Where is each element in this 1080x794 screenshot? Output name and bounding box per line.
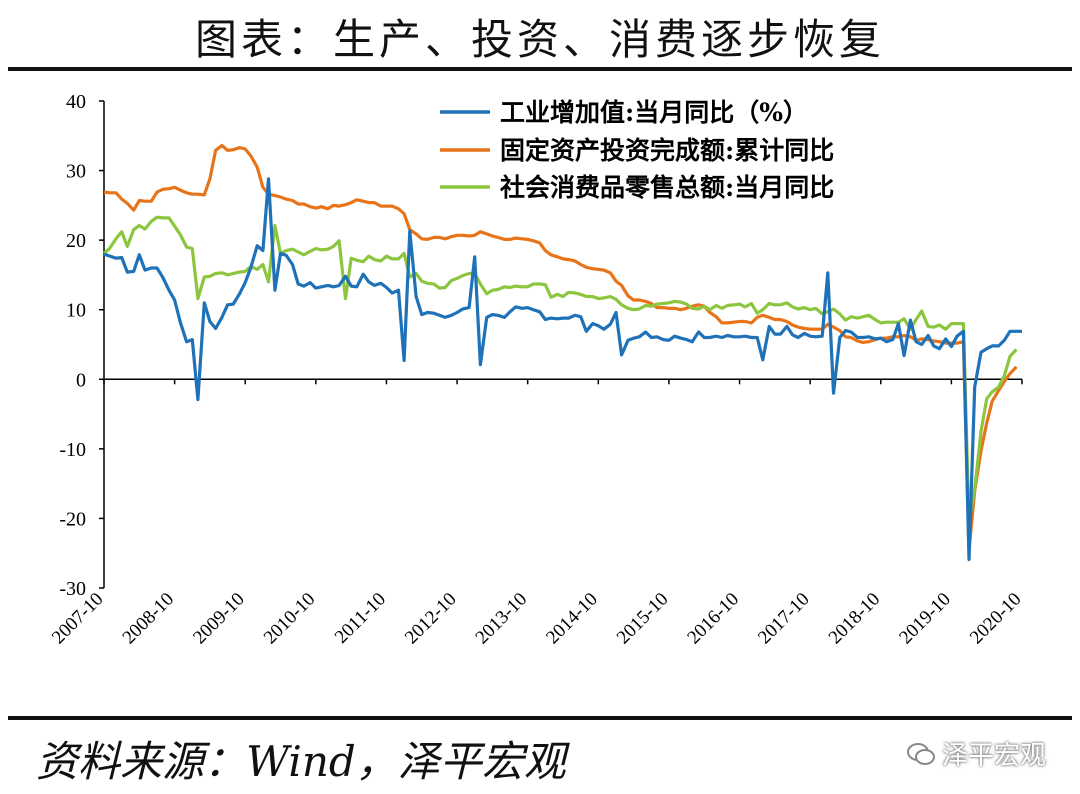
- series-line-0: [103, 177, 1022, 562]
- x-tick-label: 2019-10: [895, 589, 955, 649]
- footer-rule: [8, 716, 1072, 720]
- y-tick-label: 30: [66, 161, 86, 183]
- y-tick-label: 20: [66, 230, 86, 252]
- x-tick-label: 2020-10: [966, 589, 1026, 649]
- y-tick-label: -30: [59, 578, 86, 600]
- x-tick-label: 2011-10: [331, 589, 390, 648]
- x-tick-label: 2009-10: [189, 589, 249, 649]
- legend-label: 固定资产投资完成额:累计同比: [500, 136, 834, 165]
- chart-title: 图表：生产、投资、消费逐步恢复: [194, 15, 885, 64]
- x-tick-label: 2018-10: [825, 589, 885, 649]
- x-tick-label: 2015-10: [613, 589, 673, 649]
- y-tick-label: -10: [59, 439, 86, 461]
- x-tick-label: 2014-10: [542, 589, 602, 649]
- x-tick-label: 2008-10: [119, 589, 179, 649]
- legend-label: 社会消费品零售总额:当月同比: [500, 173, 834, 202]
- watermark-text: 泽平宏观: [941, 741, 1046, 771]
- x-tick-label: 2016-10: [683, 589, 743, 649]
- x-tick-label: 2012-10: [401, 589, 461, 649]
- y-tick-label: -20: [59, 508, 86, 530]
- watermark: 泽平宏观: [906, 735, 1046, 772]
- x-tick-label: 2010-10: [260, 589, 320, 649]
- x-tick-label: 2017-10: [754, 589, 814, 649]
- x-tick-label: 2013-10: [472, 589, 532, 649]
- series-line-1: [103, 143, 1018, 552]
- wechat-icon: [906, 742, 935, 765]
- y-tick-label: 10: [66, 300, 86, 322]
- source-note: 资料来源：Wind，泽平宏观: [36, 737, 566, 786]
- y-tick-label: 40: [66, 91, 86, 113]
- title-rule: [8, 67, 1072, 71]
- legend-label: 工业增加值:当月同比（%）: [500, 98, 808, 127]
- y-tick-label: 0: [76, 369, 86, 391]
- series-line-2: [102, 215, 1018, 524]
